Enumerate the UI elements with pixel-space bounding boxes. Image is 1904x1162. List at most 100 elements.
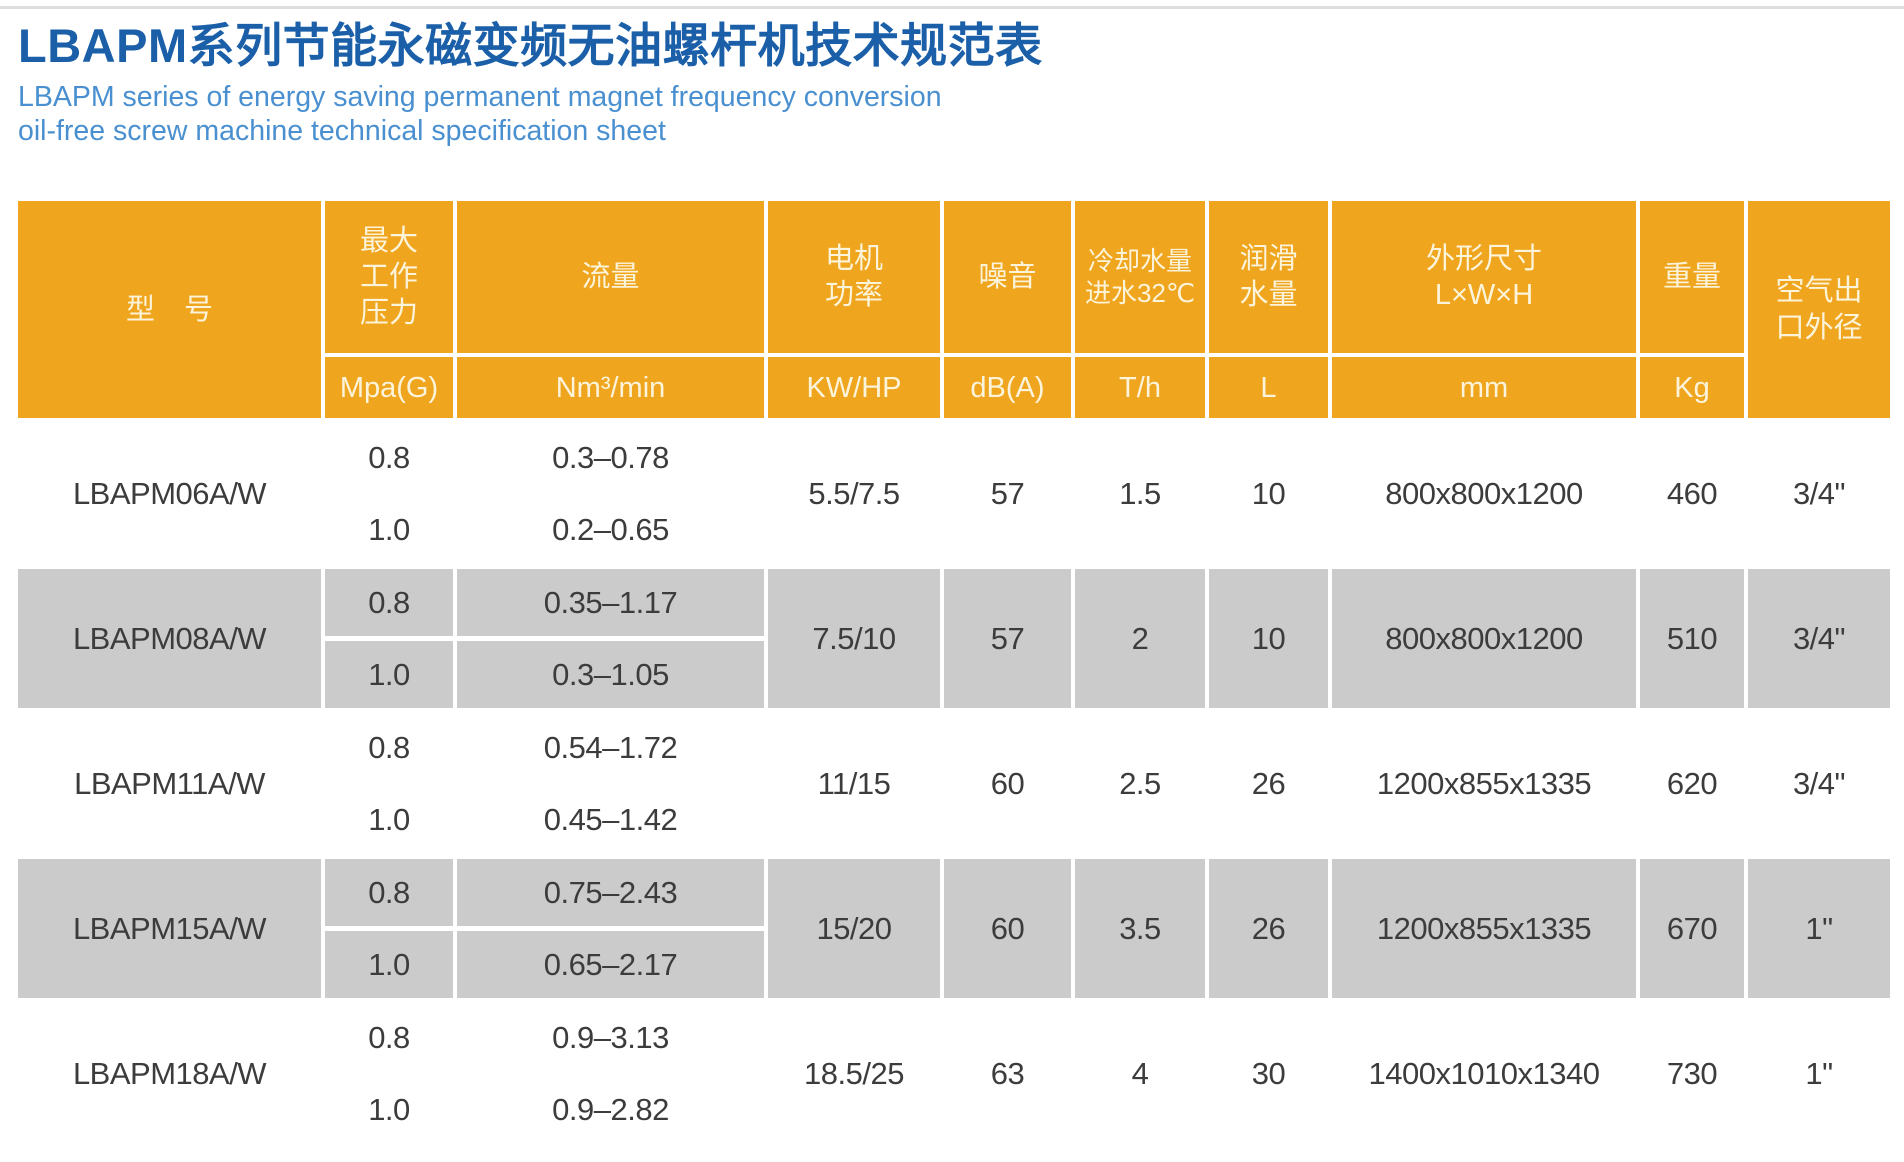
- dimensions-cell: 1400x1010x1340: [1368, 1055, 1600, 1091]
- unit-pressure: Mpa(G): [325, 357, 453, 419]
- model-cell: LBAPM08A/W: [18, 569, 321, 709]
- page-top-rule: [0, 6, 1904, 9]
- header-col-power: 电机 功率 KW/HP: [768, 201, 940, 419]
- spec-table: 型 号 最大 工作 压力 Mpa(G) 流量 Nm³/min: [18, 201, 1890, 1143]
- noise-cell: 60: [990, 765, 1025, 801]
- cooling-cell: 2.5: [1119, 765, 1161, 801]
- flow-value: 0.2–0.65: [552, 511, 669, 547]
- outlet-cell: 1": [1805, 1055, 1833, 1091]
- flow-cell: 0.75–2.43 0.65–2.17: [457, 859, 764, 999]
- header-lubrication: 润滑 水量: [1209, 201, 1328, 354]
- header-pressure: 最大 工作 压力: [325, 201, 453, 354]
- pressure-cell: 0.8 1.0: [325, 714, 453, 853]
- page-subtitle-line2: oil-free screw machine technical specifi…: [18, 115, 666, 148]
- flow-value: 0.45–1.42: [543, 801, 678, 837]
- header-col-cooling: 冷却水量 进水32℃ T/h: [1075, 201, 1205, 419]
- unit-dimensions: mm: [1332, 357, 1636, 419]
- flow-value: 0.65–2.17: [457, 931, 764, 999]
- header-dimensions: 外形尺寸 L×W×H: [1332, 201, 1636, 354]
- flow-value: 0.75–2.43: [457, 859, 764, 927]
- weight-cell: 510: [1640, 569, 1744, 709]
- flow-cell: 0.35–1.17 0.3–1.05: [457, 569, 764, 709]
- pressure-value: 0.8: [368, 729, 410, 765]
- header-col-pressure: 最大 工作 压力 Mpa(G): [325, 201, 453, 419]
- model-cell: LBAPM18A/W: [72, 1055, 267, 1091]
- power-cell: 15/20: [768, 859, 940, 999]
- weight-cell: 460: [1666, 475, 1718, 511]
- pressure-value: 1.0: [368, 511, 410, 547]
- flow-cell: 0.9–3.13 0.9–2.82: [457, 1004, 764, 1143]
- header-col-dimensions: 外形尺寸 L×W×H mm: [1332, 201, 1636, 419]
- noise-cell: 57: [944, 569, 1071, 709]
- unit-cooling: T/h: [1075, 357, 1205, 419]
- pressure-value: 0.8: [325, 569, 453, 637]
- table-row: LBAPM11A/W 0.8 1.0 0.54–1.72 0.45–1.42 1…: [18, 714, 1890, 853]
- flow-value: 0.3–0.78: [552, 439, 669, 475]
- pressure-cell: 0.8 1.0: [325, 859, 453, 999]
- pressure-cell: 0.8 1.0: [325, 424, 453, 563]
- header-power: 电机 功率: [768, 201, 940, 354]
- table-row: LBAPM18A/W 0.8 1.0 0.9–3.13 0.9–2.82 18.…: [18, 1004, 1890, 1143]
- model-cell: LBAPM06A/W: [72, 475, 267, 511]
- dimensions-cell: 1200x855x1335: [1376, 765, 1592, 801]
- weight-cell: 730: [1666, 1055, 1718, 1091]
- outlet-cell: 3/4": [1748, 569, 1890, 709]
- table-row: LBAPM08A/W 0.8 1.0 0.35–1.17 0.3–1.05 7.…: [18, 569, 1890, 709]
- unit-power: KW/HP: [768, 357, 940, 419]
- flow-value: 0.54–1.72: [543, 729, 678, 765]
- header-model: 型 号: [18, 201, 321, 419]
- header-col-lubrication: 润滑 水量 L: [1209, 201, 1328, 419]
- flow-cell: 0.54–1.72 0.45–1.42: [457, 714, 764, 853]
- header-outlet: 空气出 口外径: [1748, 201, 1890, 419]
- table-row: LBAPM15A/W 0.8 1.0 0.75–2.43 0.65–2.17 1…: [18, 859, 1890, 999]
- header-col-noise: 噪音 dB(A): [944, 201, 1071, 419]
- cooling-cell: 4: [1131, 1055, 1149, 1091]
- flow-value: 0.9–2.82: [552, 1091, 669, 1127]
- lubrication-cell: 26: [1209, 859, 1328, 999]
- flow-value: 0.3–1.05: [457, 641, 764, 709]
- table-row: LBAPM06A/W 0.8 1.0 0.3–0.78 0.2–0.65 5.5…: [18, 424, 1890, 563]
- header-cooling: 冷却水量 进水32℃: [1075, 201, 1205, 354]
- weight-cell: 620: [1666, 765, 1718, 801]
- header-noise: 噪音: [944, 201, 1071, 354]
- header-col-flow: 流量 Nm³/min: [457, 201, 764, 419]
- model-cell: LBAPM11A/W: [74, 765, 265, 801]
- power-cell: 11/15: [817, 765, 891, 801]
- pressure-value: 0.8: [368, 1019, 410, 1055]
- pressure-value: 1.0: [325, 641, 453, 709]
- pressure-value: 1.0: [368, 1091, 410, 1127]
- header-weight: 重量: [1640, 201, 1744, 354]
- header-col-weight: 重量 Kg: [1640, 201, 1744, 419]
- pressure-value: 1.0: [368, 801, 410, 837]
- page-title: LBAPM系列节能永磁变频无油螺杆机技术规范表: [18, 19, 1043, 72]
- outlet-cell: 1": [1748, 859, 1890, 999]
- flow-value: 0.9–3.13: [552, 1019, 669, 1055]
- noise-cell: 57: [990, 475, 1025, 511]
- flow-value: 0.35–1.17: [457, 569, 764, 637]
- model-cell: LBAPM15A/W: [18, 859, 321, 999]
- dimensions-cell: 800x800x1200: [1332, 569, 1636, 709]
- page-subtitle-line1: LBAPM series of energy saving permanent …: [18, 80, 942, 113]
- noise-cell: 60: [944, 859, 1071, 999]
- cooling-cell: 1.5: [1119, 475, 1161, 511]
- pressure-value: 0.8: [325, 859, 453, 927]
- lubrication-cell: 10: [1209, 569, 1328, 709]
- unit-noise: dB(A): [944, 357, 1071, 419]
- cooling-cell: 2: [1075, 569, 1205, 709]
- unit-lubrication: L: [1209, 357, 1328, 419]
- outlet-cell: 3/4": [1792, 475, 1846, 511]
- lubrication-cell: 30: [1251, 1055, 1286, 1091]
- noise-cell: 63: [990, 1055, 1025, 1091]
- dimensions-cell: 1200x855x1335: [1332, 859, 1636, 999]
- header-flow: 流量: [457, 201, 764, 354]
- power-cell: 18.5/25: [804, 1055, 904, 1091]
- unit-weight: Kg: [1640, 357, 1744, 419]
- unit-flow: Nm³/min: [457, 357, 764, 419]
- weight-cell: 670: [1640, 859, 1744, 999]
- pressure-cell: 0.8 1.0: [325, 569, 453, 709]
- lubrication-cell: 26: [1251, 765, 1286, 801]
- cooling-cell: 3.5: [1075, 859, 1205, 999]
- dimensions-cell: 800x800x1200: [1385, 475, 1583, 511]
- power-cell: 5.5/7.5: [808, 475, 900, 511]
- pressure-cell: 0.8 1.0: [325, 1004, 453, 1143]
